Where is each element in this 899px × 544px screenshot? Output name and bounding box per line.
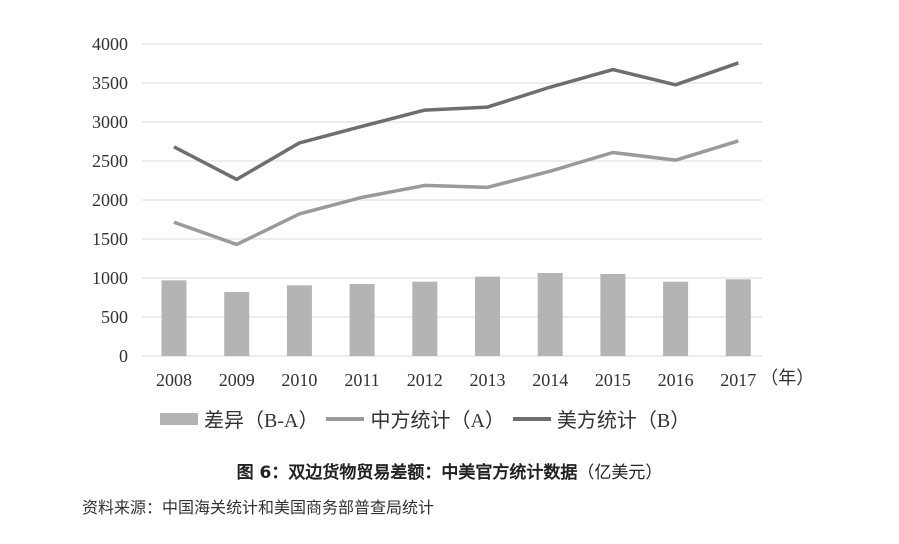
x-tick-label: 2009	[219, 370, 255, 390]
x-tick-label: 2008	[156, 370, 192, 390]
legend: 差异（B-A） 中方统计（A） 美方统计（B）	[160, 404, 698, 433]
x-unit-label: （年）	[760, 368, 814, 388]
bar-diff	[224, 291, 250, 356]
y-tick-label: 1000	[92, 268, 128, 288]
source-note: 资料来源：中国海关统计和美国商务部普查局统计	[82, 500, 435, 517]
x-tick-label: 2015	[595, 370, 631, 390]
legend-label-diff: 差异（B-A）	[204, 410, 319, 432]
y-tick-label: 3500	[92, 73, 128, 93]
line-us	[173, 61, 739, 182]
chart-title-text: 图 6：双边货物贸易差额：中美官方统计数据	[236, 463, 578, 483]
legend-item-china: 中方统计（A）	[326, 404, 505, 433]
x-tick-label: 2014	[532, 370, 568, 390]
y-tick-label: 3000	[92, 112, 128, 132]
bar-diff	[537, 273, 563, 356]
legend-item-diff: 差异（B-A）	[160, 404, 318, 433]
chart: 0 500 1000 1500 2000 2500 3000 3500 4000 2008 2009…	[92, 34, 814, 390]
bar-diff	[725, 279, 751, 356]
bar-diff	[412, 281, 438, 356]
y-tick-label: 1500	[92, 229, 128, 249]
legend-item-us: 美方统计（B）	[512, 404, 691, 433]
bar-diff	[663, 281, 689, 356]
bar-diff	[600, 274, 626, 356]
bar-diff	[161, 280, 187, 356]
chart-title: 图 6：双边货物贸易差额：中美官方统计数据（亿美元）	[0, 458, 899, 483]
chart-title-unit: （亿美元）	[577, 463, 663, 482]
x-tick-label: 2016	[658, 370, 694, 390]
legend-label-us: 美方统计（B）	[556, 410, 691, 432]
y-tick-label: 2500	[92, 151, 128, 171]
bar-diff	[349, 284, 375, 356]
legend-swatch-china	[326, 416, 365, 421]
x-tick-label: 2011	[344, 370, 379, 390]
legend-swatch-us	[512, 416, 551, 421]
x-tick-label: 2010	[281, 370, 317, 390]
y-tick-label: 2000	[92, 190, 128, 210]
y-tick-label: 4000	[92, 34, 128, 54]
line-china	[173, 139, 739, 247]
legend-label-china: 中方统计（A）	[370, 410, 505, 432]
x-tick-label: 2013	[470, 370, 506, 390]
y-tick-label: 500	[101, 307, 128, 327]
bar-diff	[286, 285, 312, 356]
x-tick-label: 2017	[720, 370, 756, 390]
x-tick-label: 2012	[407, 370, 443, 390]
bar-diff	[475, 276, 500, 356]
legend-swatch-diff	[160, 412, 198, 425]
y-tick-label: 0	[119, 346, 128, 366]
